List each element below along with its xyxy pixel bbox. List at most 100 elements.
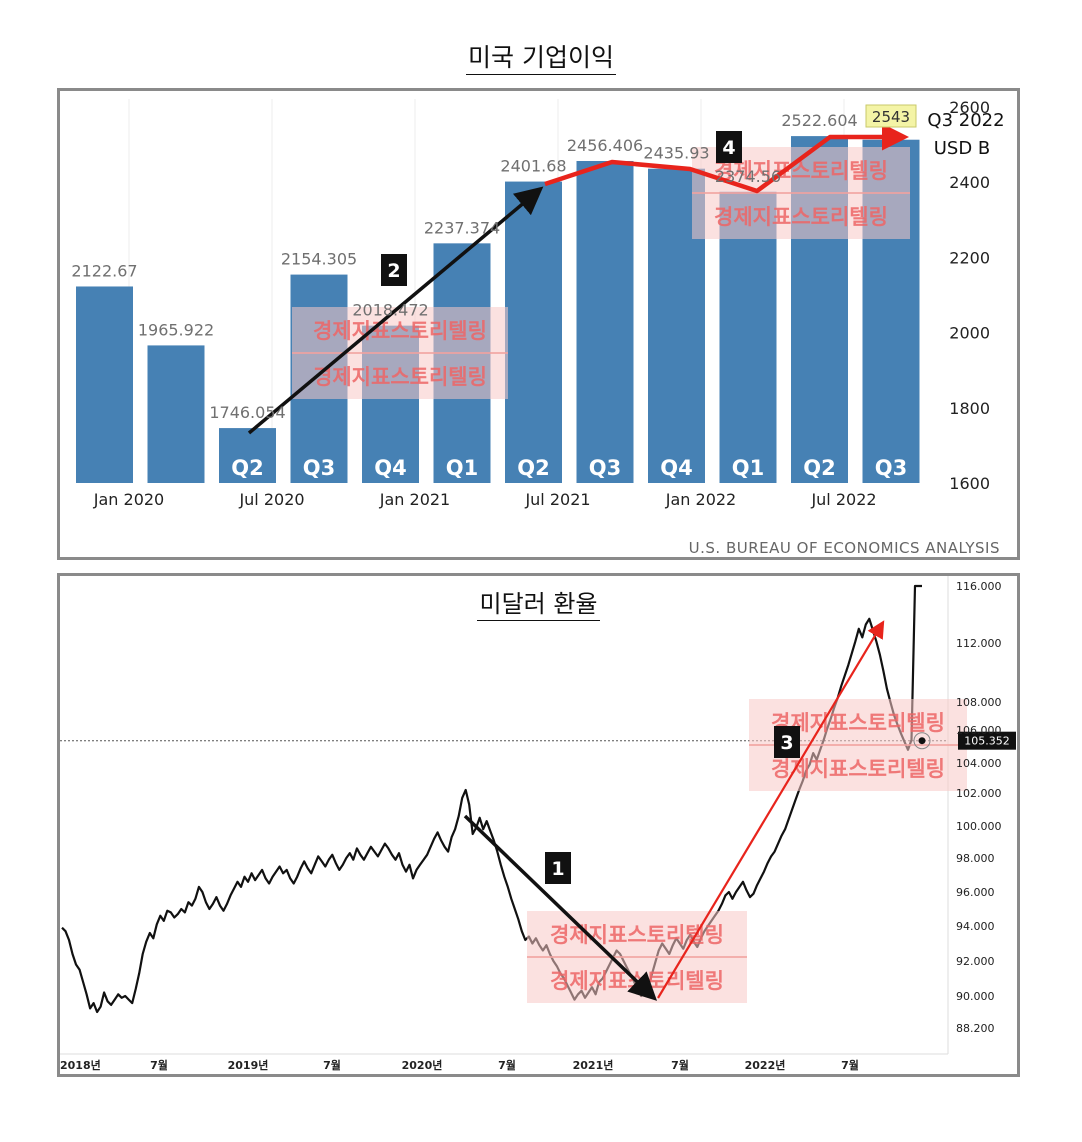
bar-quarter-label: Q1 xyxy=(732,456,764,480)
x-tick-label: 7월 xyxy=(498,1058,516,1072)
bar-value-label: 2456.406 xyxy=(567,136,643,155)
y-tick-label: 108.000 xyxy=(956,696,1002,709)
latest-period-label: Q3 2022 xyxy=(927,110,1004,131)
x-tick-label: Jul 2020 xyxy=(238,490,304,509)
marker-3: 3 xyxy=(774,726,800,758)
x-tick-label: 7월 xyxy=(841,1058,859,1072)
marker-label: 2 xyxy=(387,260,400,282)
bar xyxy=(147,345,205,483)
profits-chart-panel: 경제지표스토리텔링 경제지표스토리텔링 경제지표스토리텔링 경제지표스토리텔링 212… xyxy=(57,88,1020,560)
y-tick-label: 96.000 xyxy=(956,886,995,899)
y-tick-label: 2400 xyxy=(949,173,990,192)
bar xyxy=(576,160,634,483)
watermark-text: 경제지표스토리텔링 xyxy=(313,365,487,389)
bar xyxy=(219,428,276,483)
x-tick-label: 7월 xyxy=(323,1058,341,1072)
bar xyxy=(719,191,777,483)
bar-quarter-label: Q2 xyxy=(231,456,263,480)
x-tick-label: 7월 xyxy=(671,1058,689,1072)
profits-chart-title: 미국 기업이익 xyxy=(0,38,1082,75)
current-point xyxy=(918,737,926,745)
dollar-index-line xyxy=(61,584,922,1014)
bar-quarter-label: Q4 xyxy=(374,456,406,480)
bar-value-label: 2154.305 xyxy=(281,250,357,269)
bar-value-label: 2374.56 xyxy=(715,167,781,186)
current-value-label: 105.352 xyxy=(964,735,1010,748)
x-tick-label: 7월 xyxy=(150,1058,168,1072)
marker-4: 4 xyxy=(716,131,742,163)
current-value-box xyxy=(958,731,1016,750)
marker-label: 3 xyxy=(780,732,793,754)
y-tick-label: 88.200 xyxy=(956,1022,995,1035)
bar-value-label: 2018.472 xyxy=(352,301,428,320)
trend-arrow-2 xyxy=(247,186,544,435)
bar-quarter-label: Q2 xyxy=(803,456,835,480)
bar-quarter-label: Q3 xyxy=(303,456,335,480)
y-tick-label: 90.000 xyxy=(956,990,995,1003)
marker-box xyxy=(545,852,571,884)
watermark-text: 경제지표스토리텔링 xyxy=(771,757,945,781)
bar-value-label: 2122.67 xyxy=(71,261,137,280)
bar-value-label: 2237.374 xyxy=(424,218,500,237)
y-tick-label: 1600 xyxy=(949,474,990,493)
watermark-text: 경제지표스토리텔링 xyxy=(313,319,487,343)
marker-2: 2 xyxy=(381,254,407,286)
bar-quarter-label: Q2 xyxy=(517,456,549,480)
x-tick-label: Jan 2021 xyxy=(379,490,450,509)
y-tick-label: 106.000 xyxy=(956,724,1002,737)
marker-1: 1 xyxy=(545,852,571,884)
latest-value-box xyxy=(865,104,917,128)
x-tick-label: Jul 2021 xyxy=(524,490,590,509)
bar-quarter-label: Q3 xyxy=(875,456,907,480)
marker-label: 4 xyxy=(722,137,735,159)
y-tick-label: 1800 xyxy=(949,399,990,418)
trend-arrow-1 xyxy=(463,814,658,1001)
x-tick-label: Jan 2022 xyxy=(665,490,736,509)
bar-value-label: 1965.922 xyxy=(138,320,214,339)
x-tick-label: 2022년 xyxy=(745,1058,786,1072)
x-tick-label: 2020년 xyxy=(402,1058,443,1072)
x-tick-label: Jan 2020 xyxy=(93,490,164,509)
watermark-text: 경제지표스토리텔링 xyxy=(771,711,945,735)
y-tick-label: 2200 xyxy=(949,248,990,267)
watermark-text: 경제지표스토리텔링 xyxy=(550,923,724,947)
marker-label: 1 xyxy=(551,858,564,880)
bar-quarter-label: Q4 xyxy=(660,456,692,480)
y-tick-label: 116.000 xyxy=(956,580,1002,593)
bar xyxy=(505,181,562,483)
y-tick-label: 2000 xyxy=(949,324,990,343)
marker-box xyxy=(716,131,742,163)
trend-arrow-3 xyxy=(657,620,885,999)
watermark-text: 경제지표스토리텔링 xyxy=(714,205,888,229)
bar-value-label: 2401.68 xyxy=(500,157,566,176)
dollar-index-title: 미달러 환율 xyxy=(60,584,1017,621)
trend-line-4 xyxy=(544,123,909,194)
y-tick-label: 2600 xyxy=(949,98,990,117)
watermark-text: 경제지표스토리텔링 xyxy=(714,159,888,183)
x-tick-label: 2021년 xyxy=(573,1058,614,1072)
y-tick-label: 100.000 xyxy=(956,820,1002,833)
bar-value-label: 2522.604 xyxy=(781,111,857,130)
x-tick-label: 2019년 xyxy=(228,1058,269,1072)
latest-value-label: 2543 xyxy=(872,108,910,126)
x-tick-label: 2018년 xyxy=(60,1058,101,1072)
y-tick-label: 92.000 xyxy=(956,955,995,968)
bar-quarter-label: Q1 xyxy=(446,456,478,480)
y-tick-label: 102.000 xyxy=(956,787,1002,800)
bar-quarter-label: Q3 xyxy=(589,456,621,480)
bar xyxy=(76,286,133,483)
x-tick-label: Jul 2022 xyxy=(810,490,876,509)
current-point-ring xyxy=(913,732,931,750)
y-tick-label: 94.000 xyxy=(956,920,995,933)
bar-value-label: 2435.93 xyxy=(643,144,709,163)
unit-label: USD B xyxy=(934,138,991,159)
marker-box xyxy=(774,726,800,758)
y-tick-label: 104.000 xyxy=(956,757,1002,770)
y-tick-label: 112.000 xyxy=(956,637,1002,650)
